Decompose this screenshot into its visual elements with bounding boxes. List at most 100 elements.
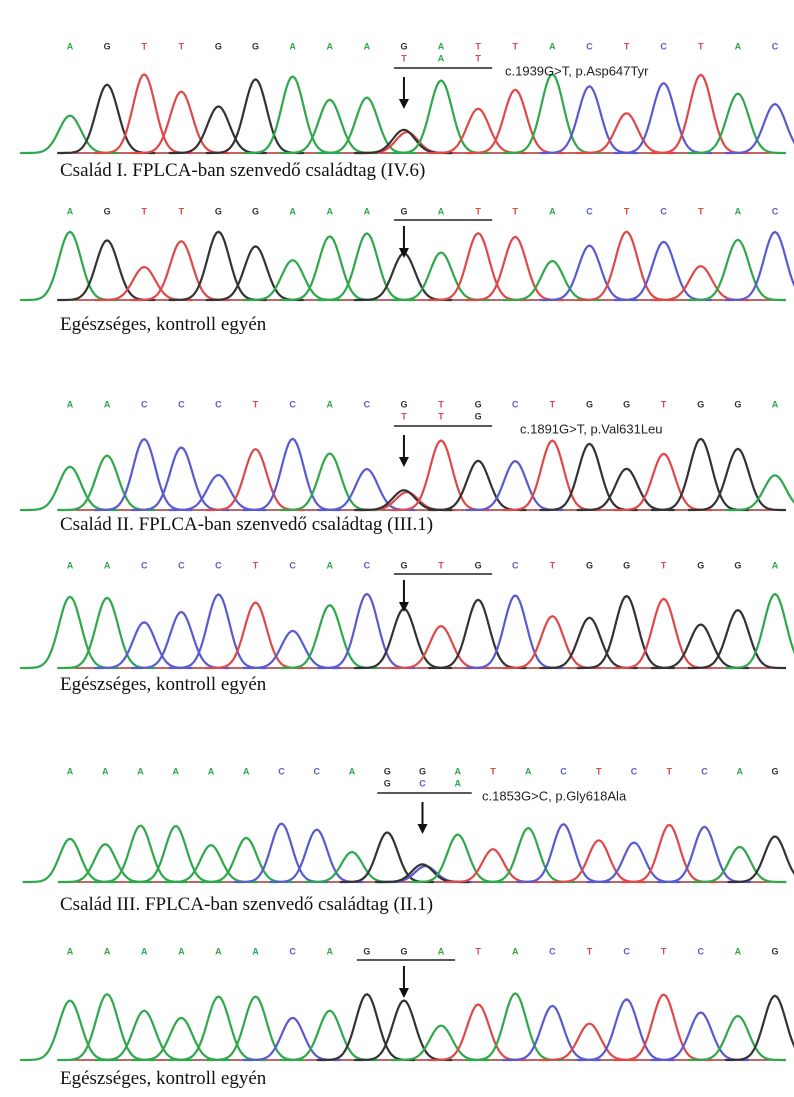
base-call: C bbox=[772, 41, 779, 51]
base-call: A bbox=[137, 766, 144, 776]
base-call: C bbox=[178, 399, 185, 409]
base-call: A bbox=[349, 766, 356, 776]
trace-peak bbox=[164, 845, 258, 882]
base-call: G bbox=[734, 560, 741, 570]
base-call: A bbox=[208, 766, 215, 776]
base-call: A bbox=[772, 399, 779, 409]
base-call: G bbox=[697, 560, 704, 570]
trace-peak bbox=[410, 835, 504, 882]
base-call: T bbox=[253, 560, 259, 570]
base-call: A bbox=[67, 766, 74, 776]
trace-peak bbox=[465, 90, 563, 153]
base-call: A bbox=[289, 41, 296, 51]
trace-peak bbox=[688, 94, 786, 153]
alt-base-call: T bbox=[438, 411, 444, 421]
trace-peak bbox=[199, 838, 293, 882]
base-call: A bbox=[549, 41, 556, 51]
base-call: C bbox=[364, 560, 371, 570]
trace-peak bbox=[169, 997, 267, 1060]
base-call: G bbox=[384, 766, 391, 776]
base-call: G bbox=[400, 946, 407, 956]
trace-peak bbox=[577, 469, 675, 510]
base-call: G bbox=[623, 399, 630, 409]
base-call: T bbox=[698, 41, 704, 51]
trace-peak bbox=[378, 866, 472, 882]
base-call: T bbox=[253, 399, 259, 409]
trace-peak bbox=[131, 1018, 229, 1060]
trace-peak bbox=[692, 847, 786, 882]
trace-peak bbox=[20, 1001, 118, 1060]
trace-peak bbox=[725, 475, 794, 510]
base-call: T bbox=[141, 206, 147, 216]
base-call: G bbox=[475, 560, 482, 570]
base-call: T bbox=[661, 946, 667, 956]
trace-peak bbox=[20, 467, 118, 510]
trace-peak bbox=[540, 444, 638, 510]
trace-peak bbox=[657, 827, 751, 882]
trace-peak bbox=[94, 267, 192, 300]
base-call: G bbox=[697, 399, 704, 409]
base-call: A bbox=[549, 206, 556, 216]
trace-peak bbox=[516, 824, 610, 882]
trace-peak bbox=[540, 618, 638, 668]
base-call: C bbox=[215, 560, 222, 570]
trace-peak bbox=[354, 253, 452, 300]
trace-peak bbox=[428, 233, 526, 300]
trace-peak bbox=[131, 241, 229, 300]
base-call: C bbox=[178, 560, 185, 570]
base-call: C bbox=[141, 560, 148, 570]
base-call: G bbox=[586, 399, 593, 409]
trace-peak bbox=[465, 461, 563, 510]
base-call: G bbox=[215, 41, 222, 51]
trace-peak bbox=[465, 237, 563, 300]
base-call: C bbox=[660, 41, 667, 51]
trace-peak bbox=[94, 622, 192, 668]
trace-peak bbox=[481, 828, 575, 882]
trace-peak bbox=[357, 132, 455, 153]
base-call: A bbox=[215, 946, 222, 956]
base-call: A bbox=[104, 946, 111, 956]
trace-peak bbox=[465, 994, 563, 1061]
trace-peak bbox=[57, 598, 155, 668]
trace-peak bbox=[503, 74, 601, 153]
trace-peak bbox=[169, 475, 267, 510]
trace-peak bbox=[465, 596, 563, 669]
base-call: T bbox=[141, 41, 147, 51]
trace-peak bbox=[128, 826, 222, 882]
base-call: A bbox=[735, 946, 742, 956]
base-call: A bbox=[141, 946, 148, 956]
base-call: A bbox=[289, 206, 296, 216]
trace-peak bbox=[317, 233, 415, 300]
trace-peak bbox=[651, 266, 749, 300]
trace-peak bbox=[57, 994, 155, 1060]
caption: Egészséges, kontroll egyén bbox=[60, 1068, 267, 1089]
base-call: A bbox=[67, 206, 74, 216]
trace-peak bbox=[551, 840, 645, 882]
alt-base-call: T bbox=[401, 53, 407, 63]
base-call: G bbox=[252, 41, 259, 51]
base-call: C bbox=[586, 41, 593, 51]
trace-peak bbox=[391, 441, 489, 511]
base-call: A bbox=[243, 766, 250, 776]
base-call: T bbox=[550, 560, 556, 570]
trace-peak bbox=[317, 469, 415, 510]
trace-peak bbox=[428, 600, 526, 668]
base-call: T bbox=[624, 206, 630, 216]
trace-peak bbox=[540, 246, 638, 300]
trace-peak bbox=[269, 830, 363, 882]
base-call: C bbox=[549, 946, 556, 956]
base-call: T bbox=[438, 560, 444, 570]
base-call: A bbox=[178, 946, 185, 956]
trace-peak bbox=[540, 1024, 638, 1060]
trace-peak bbox=[428, 109, 526, 153]
base-call: A bbox=[326, 946, 333, 956]
trace-peak bbox=[131, 92, 229, 153]
base-call: G bbox=[475, 399, 482, 409]
base-call: A bbox=[438, 206, 445, 216]
alt-base-call: G bbox=[475, 411, 482, 421]
trace-peak bbox=[391, 253, 489, 301]
trace-peak bbox=[651, 625, 749, 669]
trace-peak bbox=[577, 596, 675, 668]
base-call: A bbox=[525, 766, 532, 776]
trace-peak bbox=[428, 461, 526, 510]
